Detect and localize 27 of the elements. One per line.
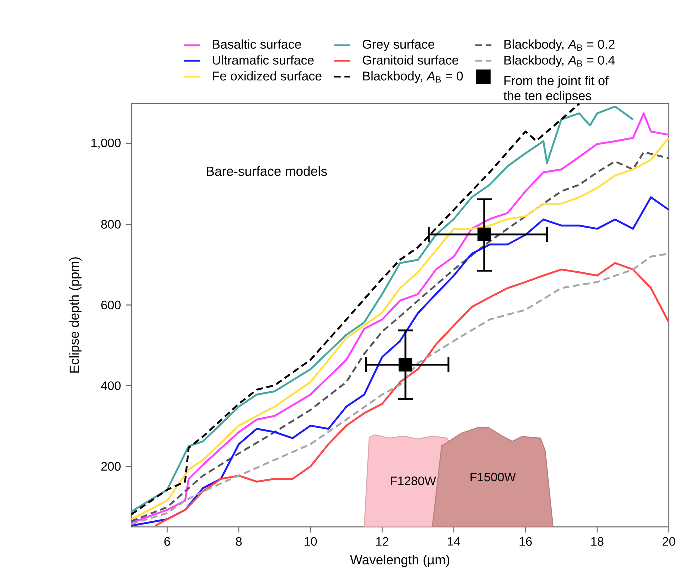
y-tick-label: 1,000 bbox=[92, 138, 121, 150]
x-tick-label: 16 bbox=[520, 538, 532, 546]
y-tick-label: 200 bbox=[102, 462, 121, 472]
series-label: F1500W bbox=[470, 473, 516, 482]
legend-label: Blackbody, A$_{B}$ = 0.2 bbox=[504, 40, 615, 52]
legend-label: Blackbody, A$_{B}$ = 0.4 bbox=[504, 56, 616, 68]
legend-label: Grey surface bbox=[363, 40, 435, 52]
x-tick-label: 10 bbox=[304, 538, 318, 546]
legend-label: From the joint fit of the ten eclipses bbox=[504, 76, 609, 104]
legend-label: Ultramafic surface bbox=[213, 56, 314, 66]
y-tick-label: 800 bbox=[101, 220, 121, 230]
legend-label: Fe oxidized surface bbox=[213, 72, 322, 81]
y-tick-label: 400 bbox=[101, 382, 121, 390]
annotation: Bare-surface models bbox=[207, 166, 328, 176]
x-tick-label: 8 bbox=[236, 538, 242, 546]
series-label: F1280W bbox=[391, 476, 436, 486]
legend-label: Basaltic surface bbox=[213, 40, 302, 50]
x-tick-label: 20 bbox=[662, 538, 676, 546]
legend-label: Granitoid surface bbox=[363, 56, 459, 66]
legend-label: Blackbody, A$_{B}$ = 0 bbox=[363, 72, 464, 84]
x-tick-label: 6 bbox=[164, 538, 170, 546]
x-tick-label: 18 bbox=[592, 538, 604, 546]
y-axis-title: Eclipse depth (ppm) bbox=[69, 258, 82, 374]
x-tick-label: 12 bbox=[376, 538, 389, 546]
x-axis-title: Wavelength (µm) bbox=[350, 555, 450, 568]
y-tick-label: 600 bbox=[102, 301, 121, 310]
x-tick-label: 14 bbox=[448, 538, 461, 546]
